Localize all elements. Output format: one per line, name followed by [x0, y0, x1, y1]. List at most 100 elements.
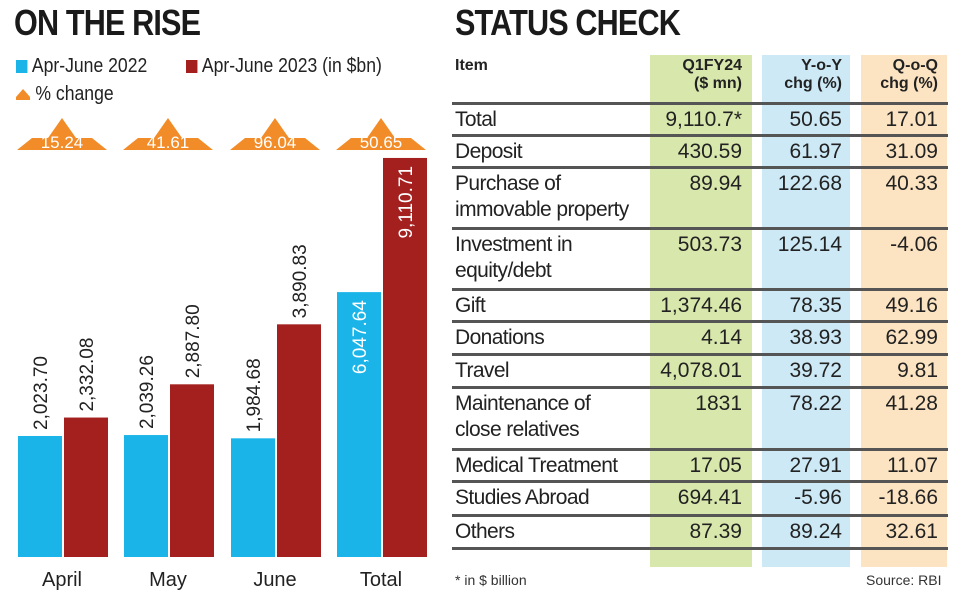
cell-q1fy24: 503.73: [677, 233, 742, 256]
category-label: May: [149, 569, 187, 591]
cell-item: Travel: [455, 359, 510, 382]
pct-change-arrow: [336, 118, 426, 150]
cell-q1fy24: 17.05: [689, 454, 742, 477]
value-label: 1,984.68: [244, 358, 265, 432]
table-row: Investment in equity/debt 503.73 125.14 -4.…: [452, 230, 948, 291]
pct-change-label: 96.04: [254, 133, 297, 152]
pct-change-arrow: [123, 118, 213, 150]
cell-yoy: 61.97: [789, 140, 842, 163]
cell-yoy: 78.22: [789, 392, 842, 415]
cell-q1fy24: 9,110.7*: [665, 108, 742, 131]
table-row: Others 87.39 89.24 32.61: [452, 517, 948, 550]
cell-yoy: 125.14: [777, 233, 842, 256]
cell-q1fy24: 1,374.46: [660, 294, 742, 317]
cell-q1fy24: 694.41: [677, 486, 742, 509]
cell-item: Gift: [455, 294, 486, 317]
cell-item: Others: [455, 520, 515, 543]
bar-june-2022: [231, 438, 275, 557]
cell-yoy: -5.96: [794, 486, 842, 509]
cell-qoq: 9.81: [897, 359, 938, 382]
cell-qoq: 32.61: [885, 520, 938, 543]
table-row: Total 9,110.7* 50.65 17.01: [452, 105, 948, 137]
table-row: Studies Abroad 694.41 -5.96 -18.66: [452, 483, 948, 517]
bar-april-2022: [18, 435, 62, 557]
cell-qoq: 41.28: [885, 392, 938, 415]
table-row: Purchase of immovable property 89.94 122.6…: [452, 169, 948, 230]
table-row: Medical Treatment 17.05 27.91 11.07: [452, 451, 948, 483]
cell-yoy: 50.65: [789, 108, 842, 131]
cell-qoq: -18.66: [878, 486, 938, 509]
pct-change-arrow: [17, 118, 107, 150]
chart-title: ON THE RISE: [14, 2, 201, 43]
cell-item: Total: [455, 108, 497, 131]
cell-item: Purchase of immovable property: [455, 172, 629, 221]
cell-q1fy24: 4.14: [701, 326, 742, 349]
pct-change-label: 41.61: [147, 133, 190, 152]
cell-q1fy24: 89.94: [689, 172, 742, 195]
table-row: Gift 1,374.46 78.35 49.16: [452, 291, 948, 323]
footnote: * in $ billion: [455, 572, 527, 588]
table-header: Item Q1FY24 ($ mn) Y-o-Y chg (%) Q-o-Q chg …: [452, 55, 948, 105]
bar-june-2023: [277, 324, 321, 557]
cell-qoq: Q-o-Q chg (%): [880, 57, 938, 92]
legend-label-pct: % change: [35, 83, 114, 105]
cell-qoq: 17.01: [885, 108, 938, 131]
bar-total-2022: [337, 292, 381, 557]
value-label: 2,039.26: [137, 355, 158, 429]
cell-qoq: 11.07: [887, 454, 938, 477]
table-row: Donations 4.14 38.93 62.99: [452, 323, 948, 356]
cell-yoy: 78.35: [789, 294, 842, 317]
category-label: Total: [360, 569, 402, 591]
legend-pct-change: % change: [16, 83, 114, 106]
value-label: 6,047.64: [350, 300, 371, 374]
bar-april-2023: [64, 417, 108, 557]
category-label: June: [253, 569, 296, 591]
table-title: STATUS CHECK: [455, 2, 681, 43]
cell-yoy: 89.24: [789, 520, 842, 543]
pct-change-label: 15.24: [41, 133, 84, 152]
cell-item: Deposit: [455, 140, 523, 163]
legend-label-2022: Apr-June 2022: [31, 55, 148, 77]
cell-item: Maintenance of close relatives: [455, 392, 591, 441]
value-label: 9,110.71: [396, 166, 417, 239]
table-row: Maintenance of close relatives 1831 78.22 4…: [452, 389, 948, 451]
source: Source: RBI: [866, 572, 942, 588]
table-row: Travel 4,078.01 39.72 9.81: [452, 356, 948, 389]
cell-q1fy24: 87.39: [689, 520, 742, 543]
cell-item: Donations: [455, 326, 545, 349]
value-label: 2,023.70: [31, 356, 52, 430]
cell-qoq: -4.06: [890, 233, 938, 256]
cell-qoq: 49.16: [885, 294, 938, 317]
status-table: Item Q1FY24 ($ mn) Y-o-Y chg (%) Q-o-Q chg …: [452, 55, 948, 550]
cell-yoy: 38.93: [789, 326, 842, 349]
cell-item: Medical Treatment: [455, 454, 618, 477]
legend-2023: Apr-June 2023 (in $bn): [186, 55, 382, 78]
cell-q1fy24: 4,078.01: [660, 359, 742, 382]
cell-item: Studies Abroad: [455, 486, 590, 509]
cell-yoy: 122.68: [777, 172, 842, 195]
bar-may-2023: [170, 384, 214, 557]
cell-q1fy24: Q1FY24 ($ mn): [682, 57, 742, 92]
pct-change-arrow: [230, 118, 320, 150]
cell-yoy: 39.72: [789, 359, 842, 382]
legend-swatch-2022: [16, 60, 28, 73]
cell-item: Item: [455, 57, 488, 74]
cell-q1fy24: 1831: [695, 392, 742, 415]
cell-yoy: 27.91: [789, 454, 842, 477]
bar-total-2023: [383, 157, 427, 557]
cell-yoy: Y-o-Y chg (%): [784, 57, 842, 92]
pct-change-label: 50.65: [360, 133, 403, 152]
cell-item: Investment in equity/debt: [455, 233, 573, 282]
cell-qoq: 31.09: [885, 140, 938, 163]
cell-q1fy24: 430.59: [677, 140, 742, 163]
arrow-up-icon: [16, 88, 31, 100]
legend-2022: Apr-June 2022: [16, 55, 147, 78]
category-label: April: [42, 569, 82, 591]
bar-chart: 2,023.70 2,332.08 15.24 April 2,039.26 2,887.…: [17, 118, 427, 591]
value-label: 2,887.80: [183, 304, 204, 378]
value-label: 3,890.83: [290, 244, 311, 318]
legend-swatch-2023: [186, 60, 198, 73]
bar-may-2022: [124, 435, 168, 557]
value-label: 2,332.08: [77, 338, 98, 412]
cell-qoq: 62.99: [885, 326, 938, 349]
